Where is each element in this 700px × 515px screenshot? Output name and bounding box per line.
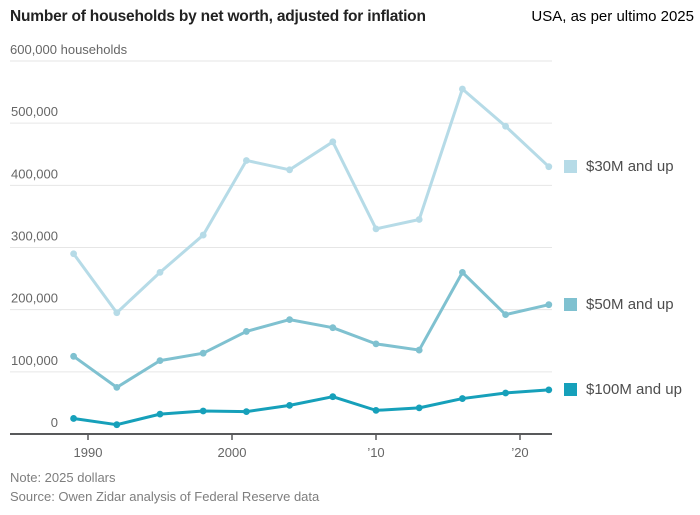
data-point-50m-and-up-2010 <box>372 340 380 348</box>
data-point-100m-and-up-2022 <box>545 386 553 394</box>
legend-label-30m-and-up: $30M and up <box>586 158 674 176</box>
data-point-50m-and-up-1992 <box>113 383 121 391</box>
data-point-100m-and-up-2001 <box>243 408 250 416</box>
y-tick-label-400000: 400,000 <box>11 166 58 181</box>
x-tick-label-2010: ’10 <box>367 445 384 460</box>
series-line-100m-and-up <box>72 388 551 427</box>
data-point-50m-and-up-2001 <box>243 328 250 335</box>
x-tick-label-2020: ’20 <box>511 445 528 460</box>
legend-swatch-30m-icon <box>564 160 577 174</box>
data-point-100m-and-up-2007 <box>329 393 337 401</box>
data-point-50m-and-up-2013 <box>415 346 423 354</box>
data-point-30m-and-up-1995 <box>156 268 164 276</box>
data-point-30m-and-up-2007 <box>329 138 337 146</box>
data-point-100m-and-up-2019 <box>502 389 509 397</box>
legend-item-50m-and-up: $50M and up <box>564 296 674 314</box>
line-chart: 0 100,000 200,000 300,000 400,000 500,000 600,… <box>10 42 553 460</box>
chart-source: Source: Owen Zidar analysis of Federal R… <box>10 489 320 504</box>
y-tick-label-300000: 300,000 <box>11 229 58 244</box>
series-line-50m-and-up <box>72 270 551 389</box>
data-point-100m-and-up-2016 <box>459 395 466 402</box>
data-point-50m-and-up-2016 <box>459 268 466 276</box>
data-point-30m-and-up-1992 <box>113 309 121 317</box>
data-point-30m-and-up-1998 <box>199 231 207 239</box>
data-point-100m-and-up-2013 <box>415 404 423 412</box>
data-point-50m-and-up-2004 <box>286 316 293 324</box>
x-tick-label-1990: 1990 <box>74 445 103 460</box>
legend-swatch-50m-icon <box>564 298 577 312</box>
data-point-100m-and-up-2010 <box>372 406 380 414</box>
series-line-30m-and-up <box>72 87 551 315</box>
data-point-50m-and-up-1995 <box>156 357 164 365</box>
data-point-50m-and-up-1998 <box>199 349 207 357</box>
chart-note: Note: 2025 dollars <box>10 470 116 485</box>
data-point-30m-and-up-2010 <box>372 225 380 233</box>
data-point-30m-and-up-2016 <box>459 85 466 93</box>
x-tick-label-2000: 2000 <box>218 445 247 460</box>
legend-label-50m-and-up: $50M and up <box>586 296 674 314</box>
data-point-30m-and-up-2022 <box>545 163 553 171</box>
y-tick-label-600000: 600,000 households <box>10 42 128 57</box>
region-annotation: USA, as per ultimo 2025 <box>531 8 694 25</box>
chart-title: Number of households by net worth, adjus… <box>10 8 426 25</box>
data-point-50m-and-up-2007 <box>329 324 337 332</box>
data-point-100m-and-up-1989 <box>70 415 77 422</box>
y-tick-label-500000: 500,000 <box>11 104 58 119</box>
data-point-30m-and-up-2001 <box>243 157 250 164</box>
data-point-50m-and-up-2019 <box>502 311 509 319</box>
data-point-50m-and-up-1989 <box>70 352 77 360</box>
data-point-30m-and-up-2019 <box>502 122 509 130</box>
data-point-30m-and-up-2013 <box>415 216 423 223</box>
y-tick-label-200000: 200,000 <box>11 291 58 306</box>
legend-item-30m-and-up: $30M and up <box>564 158 674 176</box>
legend-label-100m-and-up: $100M and up <box>586 381 682 399</box>
data-point-30m-and-up-1989 <box>70 250 77 258</box>
legend-swatch-100m-icon <box>564 383 577 397</box>
data-point-100m-and-up-1995 <box>156 410 164 418</box>
legend-item-100m-and-up: $100M and up <box>564 381 682 399</box>
data-point-100m-and-up-1992 <box>113 421 121 429</box>
y-tick-label-100000: 100,000 <box>11 353 58 368</box>
y-tick-label-0: 0 <box>51 415 58 430</box>
data-point-100m-and-up-1998 <box>199 407 207 415</box>
data-point-100m-and-up-2004 <box>286 402 293 409</box>
data-point-50m-and-up-2022 <box>545 301 553 309</box>
data-point-30m-and-up-2004 <box>286 166 293 174</box>
